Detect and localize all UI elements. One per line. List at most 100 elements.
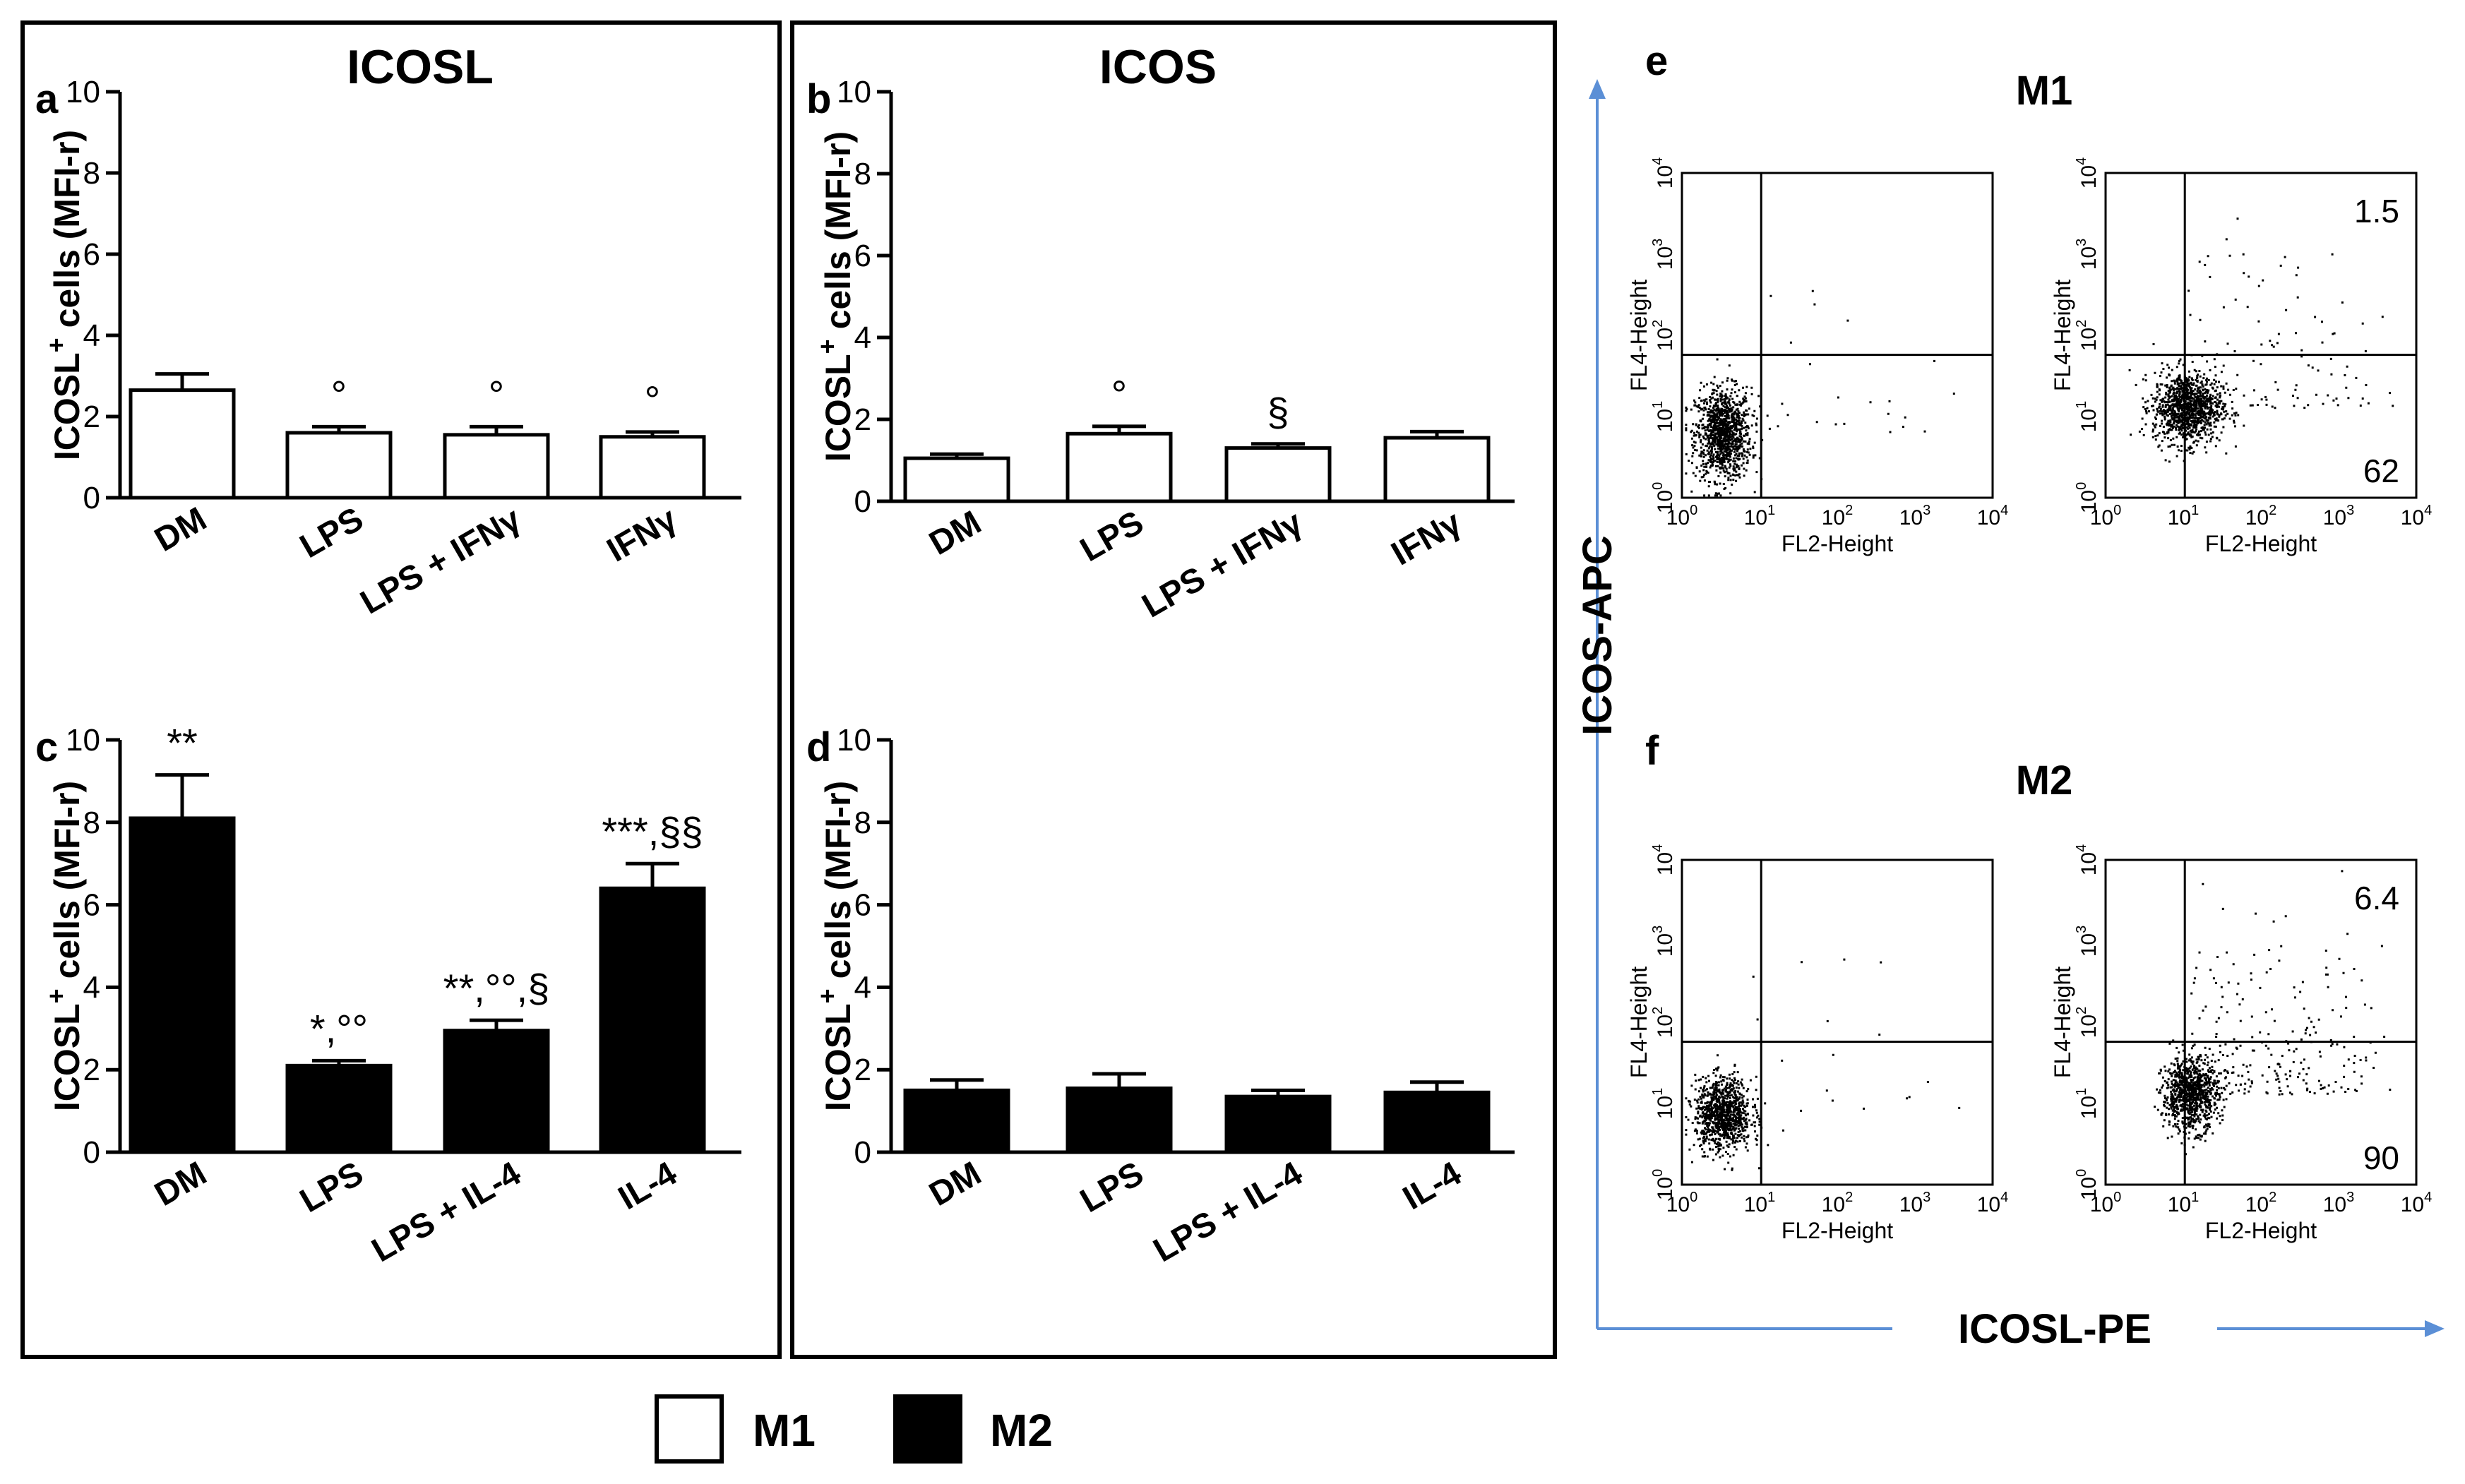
x-decade-exp: 4 — [2000, 1190, 2008, 1205]
bar-a-0 — [129, 388, 236, 500]
y-decade-label: 102 — [1650, 320, 1677, 352]
panel-letter-b: b — [806, 76, 831, 122]
category-label-d-2: LPS + IL-4 — [1147, 1154, 1309, 1269]
x-decade-base: 10 — [2168, 506, 2191, 529]
category-label-c-2: LPS + IL-4 — [366, 1154, 527, 1269]
y-decade-label: 104 — [2074, 157, 2101, 189]
y-decade-exp: 1 — [1650, 1088, 1666, 1096]
x-decade-base: 10 — [1744, 1193, 1767, 1216]
flow-plot-ylabel: FL4-Height — [2050, 967, 2075, 1078]
y-decade-label: 102 — [1650, 1007, 1677, 1039]
left-panel-frame — [20, 20, 782, 1359]
flow-plot-ylabel: FL4-Height — [1626, 967, 1652, 1078]
x-decade-base: 10 — [1666, 506, 1690, 529]
category-label-b-2: LPS + IFNγ — [1136, 503, 1309, 625]
y-tick-label-a-2: 4 — [83, 318, 100, 353]
y-decade-base: 10 — [1654, 490, 1677, 513]
x-axis-label: ICOSL-PE — [1958, 1306, 2151, 1352]
y-decade-label: 101 — [2074, 401, 2101, 433]
y-decade-base: 10 — [1654, 1015, 1677, 1038]
y-tick-label-c-2: 4 — [83, 970, 100, 1005]
y-decade-label: 101 — [1650, 1088, 1677, 1120]
y-decade-label: 104 — [2074, 844, 2101, 876]
bar-d-3 — [1383, 1090, 1491, 1154]
y-axis-label-d: ICOSL+ cells (MFI-r) — [813, 781, 858, 1111]
y-decade-label: 101 — [1650, 401, 1677, 433]
x-decade-base: 10 — [1666, 1193, 1690, 1216]
x-decade-exp: 0 — [2113, 503, 2121, 518]
y-decade-exp: 2 — [2074, 320, 2089, 328]
category-label-d-1: LPS — [1074, 1155, 1150, 1221]
x-decade-base: 10 — [1822, 506, 1845, 529]
flow-plot-ylabel: FL4-Height — [2050, 280, 2075, 391]
y-tick-label-c-4: 8 — [83, 806, 100, 840]
chart-c: c 0 2 4 6 8 10 ICOSL+ cells (MFI-r) ** DM *,°° LPS *… — [35, 721, 741, 1269]
y-decade-label: 104 — [1650, 157, 1677, 189]
x-decade-base: 10 — [2245, 506, 2269, 529]
y-label-main: ICOSL — [47, 1003, 87, 1111]
panel-letter-a: a — [35, 76, 59, 122]
legend-m2-label: M2 — [990, 1405, 1053, 1456]
y-axis-label-a: ICOSL+ cells (MFI-r) — [42, 130, 87, 460]
x-decade-label: 104 — [1977, 503, 2009, 529]
x-decade-exp: 4 — [2424, 1190, 2432, 1205]
x-decade-base: 10 — [1899, 1193, 1923, 1216]
significance-b-1: ° — [1111, 372, 1127, 417]
dot-plot-frame — [2104, 858, 2418, 1186]
y-decade-exp: 1 — [1650, 401, 1666, 409]
y-tick-label-c-0: 0 — [83, 1135, 100, 1170]
y-decade-exp: 2 — [1650, 320, 1666, 328]
flow-title-e: M1 — [2016, 68, 2073, 114]
y-label-sup: + — [42, 337, 71, 352]
y-tick-label-d-4: 8 — [854, 806, 871, 840]
y-decade-exp: 3 — [2074, 926, 2089, 933]
x-decade-base: 10 — [1977, 506, 2000, 529]
y-decade-label: 103 — [1650, 926, 1677, 957]
flow-plots: eM1fM2100100101101102102103103104104FL2-… — [1626, 38, 2432, 1243]
x-decade-exp: 2 — [2269, 1190, 2276, 1205]
x-decade-label: 101 — [1744, 1190, 1776, 1216]
category-label-a-1: LPS — [294, 501, 369, 566]
x-decade-exp: 4 — [2424, 503, 2432, 518]
category-label-d-3: IL-4 — [1397, 1154, 1468, 1217]
flow-plot-xlabel: FL2-Height — [1781, 531, 1893, 556]
y-tick-label-b-1: 2 — [854, 402, 871, 437]
x-decade-exp: 0 — [1690, 1190, 1697, 1205]
chart-a: a 0 2 4 6 8 10 ICOSL+ cells (MFI-r) DM ° LPS ° LPS +… — [35, 75, 741, 622]
flow-plot-xlabel: FL2-Height — [2205, 531, 2317, 556]
y-decade-label: 103 — [2074, 926, 2101, 957]
bar-d-2 — [1224, 1094, 1332, 1154]
x-decade-exp: 0 — [1690, 503, 1697, 518]
x-decade-label: 101 — [2168, 503, 2200, 529]
y-decade-base: 10 — [1654, 165, 1677, 189]
y-tick-label-d-5: 10 — [837, 723, 871, 758]
x-decade-base: 10 — [2168, 1193, 2191, 1216]
x-decade-label: 103 — [2323, 1190, 2355, 1216]
x-decade-base: 10 — [2090, 506, 2113, 529]
x-decade-base: 10 — [1822, 1193, 1845, 1216]
bar-a-1 — [285, 431, 393, 500]
x-decade-label: 100 — [1666, 503, 1698, 529]
y-decade-base: 10 — [1654, 852, 1677, 875]
panel-letter-c: c — [35, 724, 58, 770]
significance-c-0: ** — [167, 721, 198, 765]
x-decade-label: 103 — [2323, 503, 2355, 529]
category-label-c-3: IL-4 — [612, 1154, 684, 1217]
x-decade-base: 10 — [2245, 1193, 2269, 1216]
y-decade-base: 10 — [1654, 246, 1677, 270]
y-decade-exp: 4 — [1650, 157, 1666, 165]
category-label-a-3: IFNγ — [601, 500, 684, 569]
significance-a-1: ° — [331, 372, 347, 417]
y-axis-label: ICOS-APC — [1575, 535, 1621, 736]
legend-m2-swatch — [893, 1394, 962, 1464]
y-decade-base: 10 — [2077, 246, 2101, 270]
y-decade-base: 10 — [2077, 409, 2101, 432]
y-decade-label: 104 — [1650, 844, 1677, 876]
y-decade-base: 10 — [2077, 933, 2101, 957]
y-decade-base: 10 — [2077, 1177, 2101, 1200]
x-decade-label: 102 — [2245, 1190, 2277, 1216]
flow-plot-xlabel: FL2-Height — [1781, 1218, 1893, 1243]
y-decade-exp: 3 — [1650, 926, 1666, 933]
lower-right-percent: 90 — [2363, 1139, 2399, 1176]
upper-right-percent: 6.4 — [2354, 880, 2399, 916]
